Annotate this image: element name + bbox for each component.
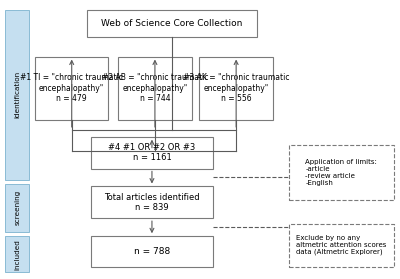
Bar xyxy=(5,236,29,272)
Text: #1 TI = "chronic traumatic
encephalopathy"
n = 479: #1 TI = "chronic traumatic encephalopath… xyxy=(20,73,123,103)
Bar xyxy=(90,236,213,266)
Text: #2 AB = "chronic traumatic
encephalopathy"
n = 744: #2 AB = "chronic traumatic encephalopath… xyxy=(102,73,208,103)
Text: n = 788: n = 788 xyxy=(134,247,170,256)
Text: #3 AK = "chronic traumatic
encephalopathy"
n = 556: #3 AK = "chronic traumatic encephalopath… xyxy=(183,73,289,103)
Bar xyxy=(86,10,257,37)
Text: included: included xyxy=(14,239,20,270)
Text: #4 #1 OR #2 OR #3
n = 1161: #4 #1 OR #2 OR #3 n = 1161 xyxy=(108,143,196,162)
Bar xyxy=(200,57,273,120)
Bar xyxy=(5,184,29,232)
Text: Application of limits:
-article
-review article
-English: Application of limits: -article -review … xyxy=(305,159,377,186)
Text: identification: identification xyxy=(14,71,20,118)
Text: Web of Science Core Collection: Web of Science Core Collection xyxy=(101,19,242,28)
Text: screening: screening xyxy=(14,190,20,225)
Bar xyxy=(289,145,394,200)
Bar xyxy=(289,224,394,266)
Bar xyxy=(35,57,108,120)
Text: Total articles identified
n = 839: Total articles identified n = 839 xyxy=(104,193,200,212)
Bar xyxy=(5,10,29,180)
Bar xyxy=(90,137,213,169)
Bar xyxy=(90,186,213,218)
Bar xyxy=(118,57,192,120)
Text: Exclude by no any
altmetric attention scores
data (Altmetric Explorer): Exclude by no any altmetric attention sc… xyxy=(296,235,386,255)
